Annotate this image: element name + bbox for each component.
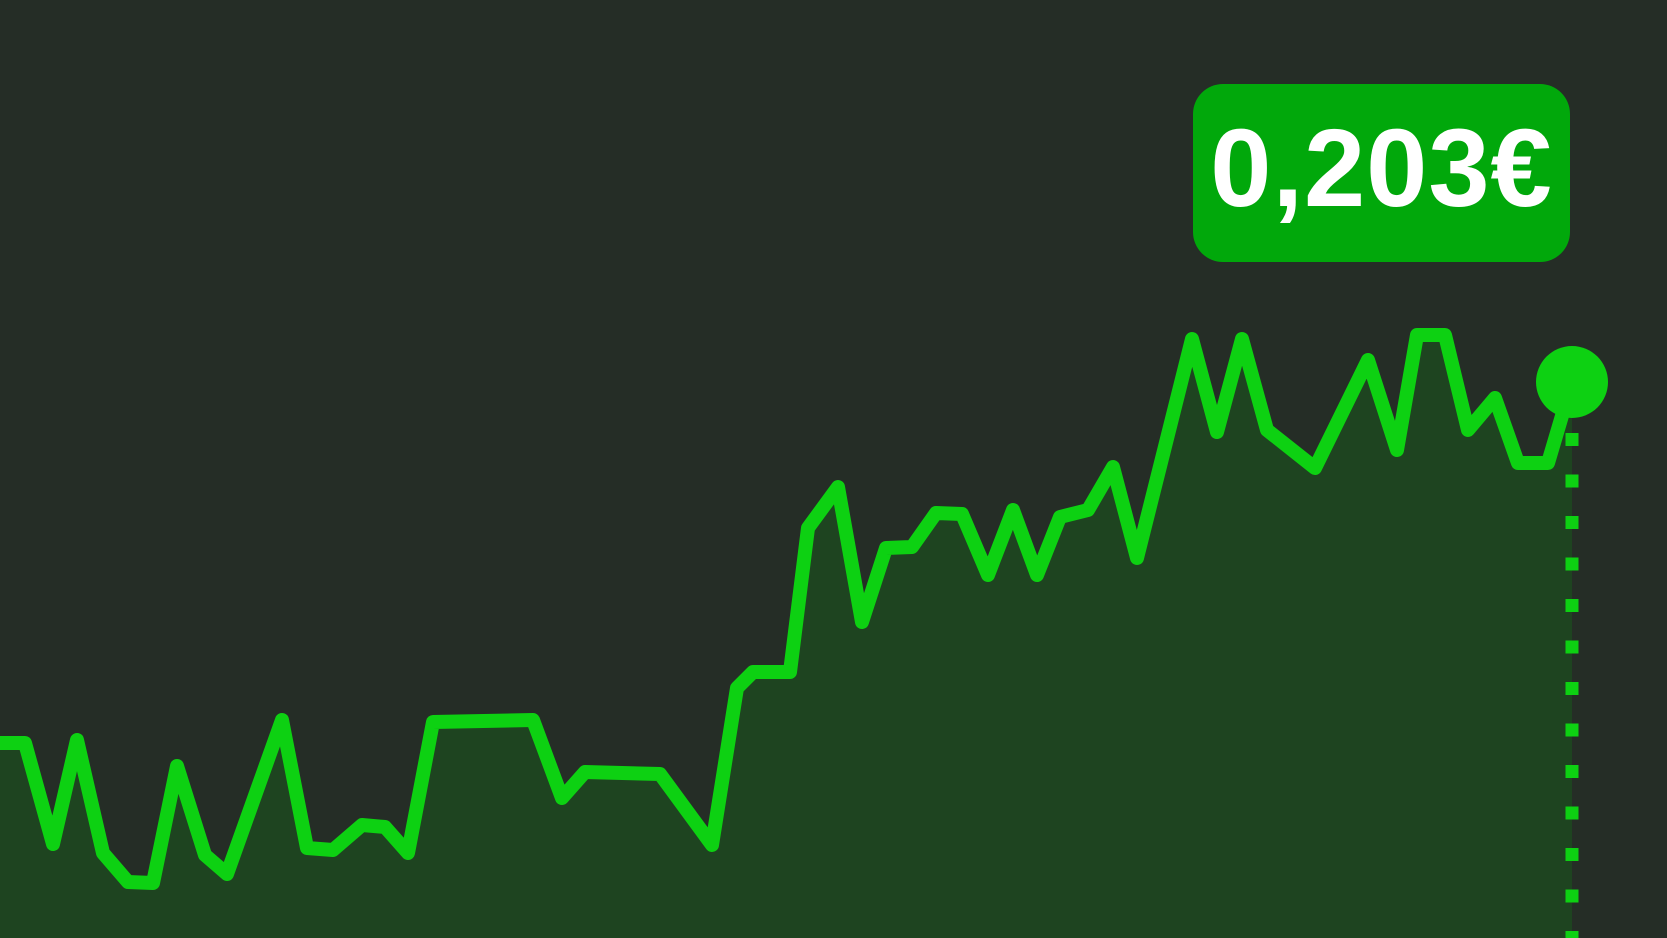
current-price-dot (1536, 346, 1608, 418)
price-badge-label: 0,203€ (1210, 107, 1553, 230)
price-line (0, 328, 1579, 890)
area-fill (0, 335, 1572, 938)
price-badge: 0,203€ (1193, 84, 1570, 262)
